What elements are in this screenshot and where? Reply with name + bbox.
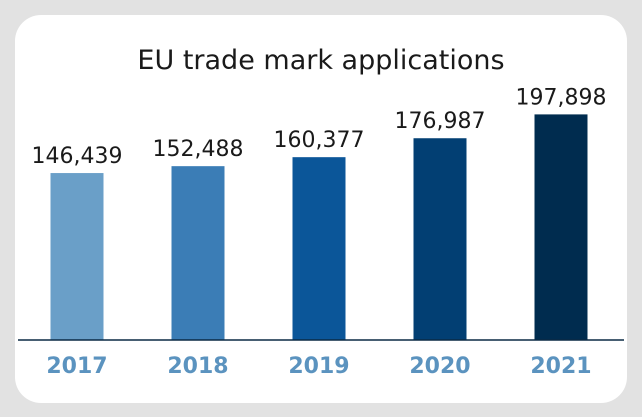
x-tick-2018: 2018 [167, 354, 228, 379]
value-label-2018: 152,488 [153, 137, 244, 162]
bar-2018 [171, 166, 225, 340]
x-tick-2019: 2019 [288, 354, 349, 379]
value-label-2021: 197,898 [516, 85, 607, 110]
x-tick-2017: 2017 [46, 354, 107, 379]
bar-2020 [413, 138, 467, 340]
x-tick-2021: 2021 [530, 354, 591, 379]
value-label-2020: 176,987 [395, 109, 486, 134]
bar-2019 [292, 157, 346, 340]
bar-2021 [534, 114, 588, 341]
bar-2017 [50, 173, 104, 340]
value-label-2019: 160,377 [274, 128, 365, 153]
chart-title: EU trade mark applications [137, 45, 504, 76]
value-label-2017: 146,439 [32, 144, 123, 169]
x-tick-2020: 2020 [409, 354, 470, 379]
